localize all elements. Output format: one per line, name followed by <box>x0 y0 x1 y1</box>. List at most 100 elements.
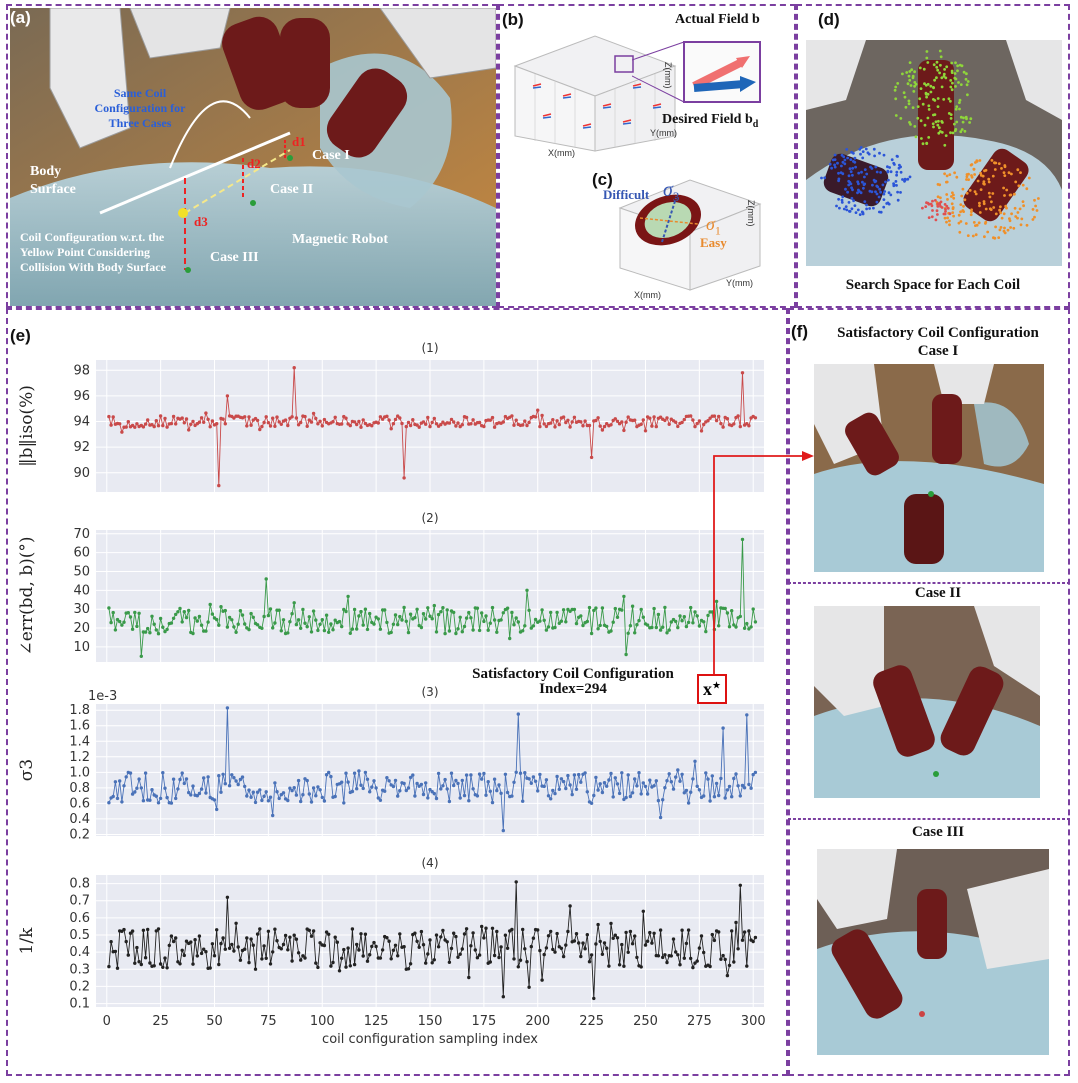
y-axis-label: 1/k <box>17 927 37 955</box>
data-point <box>652 784 656 788</box>
search-dot <box>965 173 969 176</box>
data-point <box>290 415 294 419</box>
search-dot <box>1007 171 1011 175</box>
data-point <box>296 778 301 783</box>
data-point <box>333 794 337 799</box>
data-point <box>566 418 570 422</box>
search-dot <box>882 192 886 196</box>
y-tick-label: 1.2 <box>69 750 90 765</box>
search-dot <box>845 148 849 151</box>
search-dot <box>948 173 952 177</box>
data-point <box>525 423 529 428</box>
data-point <box>516 965 520 969</box>
data-point <box>258 927 262 931</box>
data-point <box>268 607 273 611</box>
search-dot <box>960 64 964 68</box>
data-point <box>633 777 637 781</box>
data-point <box>434 630 439 634</box>
data-point <box>645 623 650 627</box>
search-dot <box>925 56 929 60</box>
data-point <box>389 427 393 431</box>
search-dot <box>951 131 955 135</box>
data-point <box>232 776 236 780</box>
search-dot <box>835 204 838 208</box>
data-point <box>725 788 730 792</box>
data-point <box>721 953 725 958</box>
data-point <box>318 419 322 423</box>
search-dot <box>874 165 878 169</box>
data-point <box>359 932 363 936</box>
search-dot <box>965 191 969 195</box>
data-point <box>512 423 516 427</box>
data-point <box>613 417 617 421</box>
data-point <box>661 798 665 802</box>
data-point <box>352 962 357 967</box>
chart-4: 0.10.20.30.40.50.60.70.8(4)1/k0 25 50 75 100… <box>17 856 766 1047</box>
data-point <box>538 948 542 953</box>
data-point <box>309 630 314 634</box>
data-point <box>391 948 396 952</box>
data-point <box>564 420 568 425</box>
data-point <box>109 423 113 427</box>
search-dot <box>911 106 915 109</box>
data-point <box>271 813 275 818</box>
data-point <box>174 422 178 426</box>
search-dot <box>833 163 836 167</box>
search-dot <box>946 198 949 201</box>
search-dot <box>1034 204 1037 208</box>
data-point <box>503 933 508 937</box>
data-point <box>171 616 176 620</box>
data-point <box>521 927 525 932</box>
y-tick-label: 70 <box>73 527 90 542</box>
data-point <box>589 801 594 805</box>
data-point <box>434 796 439 801</box>
search-dot <box>972 221 976 224</box>
data-point <box>471 787 475 791</box>
data-point <box>445 608 449 612</box>
search-dot <box>956 69 959 73</box>
data-point <box>699 934 704 938</box>
data-point <box>303 956 307 960</box>
data-point <box>322 943 327 948</box>
data-point <box>585 790 589 794</box>
search-dot <box>1009 193 1013 197</box>
data-point <box>680 619 684 623</box>
search-dot <box>999 205 1002 209</box>
panel-f-divider-1 <box>788 582 1070 584</box>
data-point <box>294 793 299 797</box>
data-point <box>456 955 460 959</box>
data-point <box>639 792 643 796</box>
data-point <box>561 415 566 419</box>
data-point <box>639 422 643 426</box>
data-point <box>327 932 331 936</box>
data-point <box>212 954 217 958</box>
data-point <box>340 624 344 629</box>
data-point <box>559 619 564 623</box>
search-dot <box>1019 223 1023 227</box>
search-dot <box>974 233 978 237</box>
data-point <box>456 421 460 425</box>
panel-b-label: (b) <box>502 10 524 29</box>
f-case1-title: Case I <box>917 343 959 359</box>
search-dot <box>949 85 953 89</box>
x-tick-label: 125 <box>364 1014 389 1029</box>
search-dot <box>992 236 995 240</box>
data-point <box>499 945 503 949</box>
data-point <box>544 424 549 429</box>
data-point <box>165 627 169 632</box>
data-point <box>271 416 275 420</box>
search-dot <box>899 117 903 120</box>
data-point <box>303 621 307 625</box>
search-dot <box>882 205 886 209</box>
data-point <box>126 611 130 615</box>
data-point <box>202 776 206 780</box>
data-point <box>314 618 318 622</box>
data-point <box>505 946 510 950</box>
search-dot <box>965 83 969 87</box>
data-point <box>221 936 225 940</box>
data-point <box>643 943 648 947</box>
data-point <box>624 795 628 800</box>
search-dot <box>874 179 878 183</box>
data-point <box>396 954 400 958</box>
data-point <box>247 960 251 965</box>
